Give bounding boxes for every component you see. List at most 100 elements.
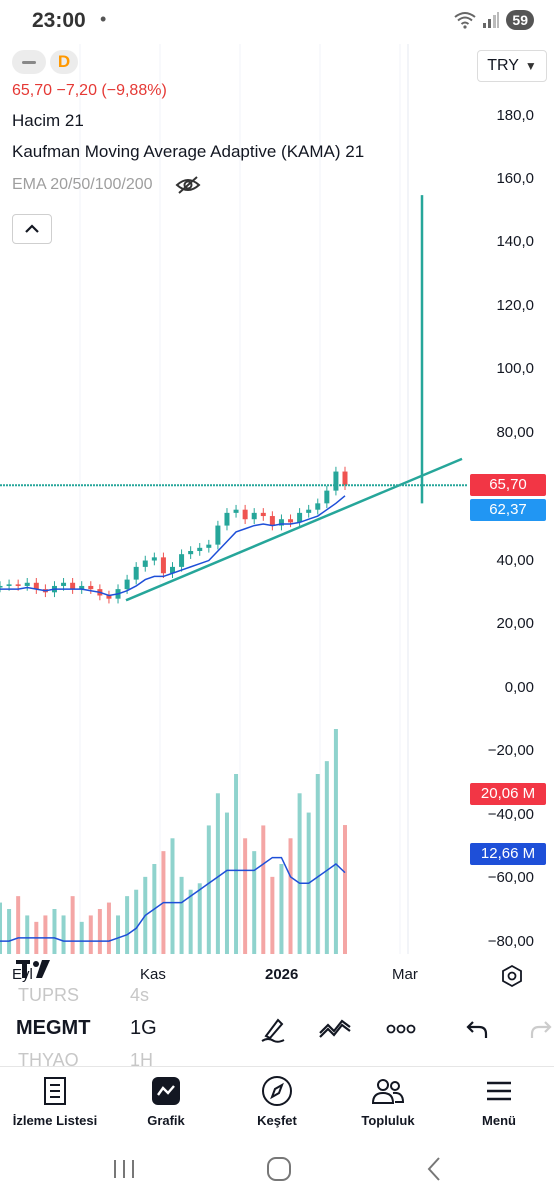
bottom-navigation: İzleme Listesi Grafik Keşfet bbox=[0, 1066, 554, 1142]
candle-body bbox=[151, 557, 157, 561]
volume-bar bbox=[252, 851, 257, 954]
volume-bar bbox=[179, 876, 184, 954]
candle-body bbox=[133, 566, 139, 580]
volume-bar bbox=[315, 774, 320, 954]
time-label-eyl: Eyl bbox=[12, 966, 33, 983]
ema-indicator-row[interactable]: EMA 20/50/100/200 bbox=[12, 175, 364, 195]
symbol-name[interactable]: MEGMT bbox=[16, 1017, 91, 1039]
price-tick-label: −80,00 bbox=[487, 933, 534, 950]
kama-indicator-label[interactable]: Kaufman Moving Average Adaptive (KAMA) 2… bbox=[12, 142, 365, 161]
volume-bar bbox=[16, 896, 21, 954]
candle-body bbox=[170, 566, 175, 574]
candle-body bbox=[306, 509, 312, 513]
nav-explore[interactable]: Keşfet bbox=[222, 1075, 332, 1128]
interval-badge[interactable]: D bbox=[50, 50, 78, 74]
price-tick-label: 20,00 bbox=[496, 615, 534, 632]
price-tick-label: 160,0 bbox=[496, 170, 534, 187]
time-label-2026: 2026 bbox=[265, 966, 299, 983]
volume-ma-line bbox=[0, 856, 346, 942]
next-symbol[interactable]: THYAO bbox=[18, 1050, 79, 1066]
settings-hexagon-icon[interactable] bbox=[500, 964, 524, 988]
kama-line bbox=[0, 495, 346, 597]
home-icon[interactable] bbox=[266, 1156, 292, 1182]
volume-bar bbox=[333, 729, 338, 954]
candle-body bbox=[6, 584, 12, 586]
candle-body bbox=[24, 582, 30, 586]
candle-body bbox=[142, 560, 148, 567]
candle-body bbox=[88, 585, 94, 590]
candle-body bbox=[33, 582, 39, 590]
next-timeframe[interactable]: 1H bbox=[130, 1050, 154, 1066]
draw-pencil-icon[interactable] bbox=[256, 1012, 290, 1046]
time-label-kas: Kas bbox=[140, 966, 166, 983]
candle-body bbox=[15, 584, 21, 586]
candle-body bbox=[124, 579, 130, 590]
volume-bar bbox=[215, 793, 220, 954]
nav-label: Menü bbox=[482, 1113, 516, 1128]
price-change: 65,70 −7,20 (−9,88%) bbox=[12, 82, 167, 99]
trend-icon[interactable] bbox=[318, 1012, 352, 1046]
volume-bar bbox=[288, 838, 293, 954]
volume-bar bbox=[261, 825, 266, 954]
candle-body bbox=[342, 471, 348, 486]
volume-bar bbox=[88, 915, 93, 954]
volume-bar bbox=[70, 896, 75, 954]
candle-body bbox=[188, 551, 194, 555]
volume-bar bbox=[170, 838, 175, 954]
wifi-icon bbox=[454, 12, 477, 29]
chevron-up-icon bbox=[25, 224, 39, 233]
symbol-toolbar: TUPRS 4s MEGMT 1G THYAO 1H bbox=[0, 988, 554, 1066]
volume-bar bbox=[234, 774, 239, 954]
volume-indicator-label[interactable]: Hacim 21 bbox=[12, 111, 84, 130]
time-axis[interactable]: Eyl Kas 2026 Mar bbox=[0, 964, 554, 992]
legend-toggle-pill[interactable] bbox=[12, 50, 46, 74]
timeframe[interactable]: 1G bbox=[130, 1017, 157, 1039]
collapse-legend-button[interactable] bbox=[12, 214, 52, 244]
price-tick-label: −20,00 bbox=[487, 742, 534, 759]
candle-body bbox=[206, 544, 212, 548]
volume-bar bbox=[224, 812, 229, 954]
chart-area[interactable]: D 65,70 −7,20 (−9,88%) Hacim 21 Kaufman … bbox=[0, 44, 554, 992]
menu-icon bbox=[444, 1075, 554, 1107]
more-icon[interactable] bbox=[384, 1012, 418, 1046]
status-icons: 59 bbox=[454, 10, 534, 30]
nav-label: Topluluk bbox=[361, 1113, 415, 1128]
currency-value: TRY bbox=[487, 57, 519, 74]
nav-watchlist[interactable]: İzleme Listesi bbox=[0, 1075, 110, 1128]
candle-body bbox=[333, 471, 339, 491]
currency-selector[interactable]: TRY ▼ bbox=[477, 50, 547, 82]
undo-icon[interactable] bbox=[460, 1012, 494, 1046]
price-tick-label: 40,00 bbox=[496, 552, 534, 569]
volume-bar bbox=[297, 793, 302, 954]
price-axis[interactable]: 180,0 160,0 140,0 120,0 100,0 80,00 40,00 20,00… bbox=[468, 44, 554, 992]
volume-value-badge: 20,06 M bbox=[470, 783, 546, 805]
eye-hidden-icon[interactable] bbox=[175, 175, 201, 195]
price-tick-label: 120,0 bbox=[496, 297, 534, 314]
redo-icon[interactable] bbox=[524, 1012, 554, 1046]
status-dot: • bbox=[100, 9, 107, 29]
price-tick-label: 140,0 bbox=[496, 233, 534, 250]
last-price-badge: 65,70 bbox=[470, 474, 546, 496]
candle-body bbox=[160, 557, 166, 574]
ema-indicator-label[interactable]: EMA 20/50/100/200 bbox=[12, 176, 153, 193]
recent-apps-icon[interactable] bbox=[112, 1158, 136, 1180]
prev-symbol[interactable]: TUPRS bbox=[18, 988, 80, 1005]
volume-bar bbox=[343, 825, 347, 954]
nav-menu[interactable]: Menü bbox=[444, 1075, 554, 1128]
candle-body bbox=[106, 595, 112, 599]
candle-body bbox=[242, 509, 248, 520]
nav-chart[interactable]: Grafik bbox=[111, 1075, 221, 1128]
trendline bbox=[125, 457, 463, 602]
back-icon[interactable] bbox=[426, 1156, 442, 1182]
tradingview-logo bbox=[16, 960, 50, 978]
nav-label: İzleme Listesi bbox=[12, 1113, 98, 1128]
nav-community[interactable]: Topluluk bbox=[333, 1075, 443, 1128]
candle-body bbox=[288, 519, 294, 523]
candle-body bbox=[269, 516, 275, 526]
volume-bar bbox=[7, 909, 12, 954]
chart-canvas[interactable] bbox=[0, 44, 554, 992]
watchlist-icon bbox=[0, 1075, 110, 1107]
prev-timeframe[interactable]: 4s bbox=[130, 988, 150, 1005]
battery-icon: 59 bbox=[506, 10, 534, 30]
volume-bar bbox=[206, 825, 211, 954]
